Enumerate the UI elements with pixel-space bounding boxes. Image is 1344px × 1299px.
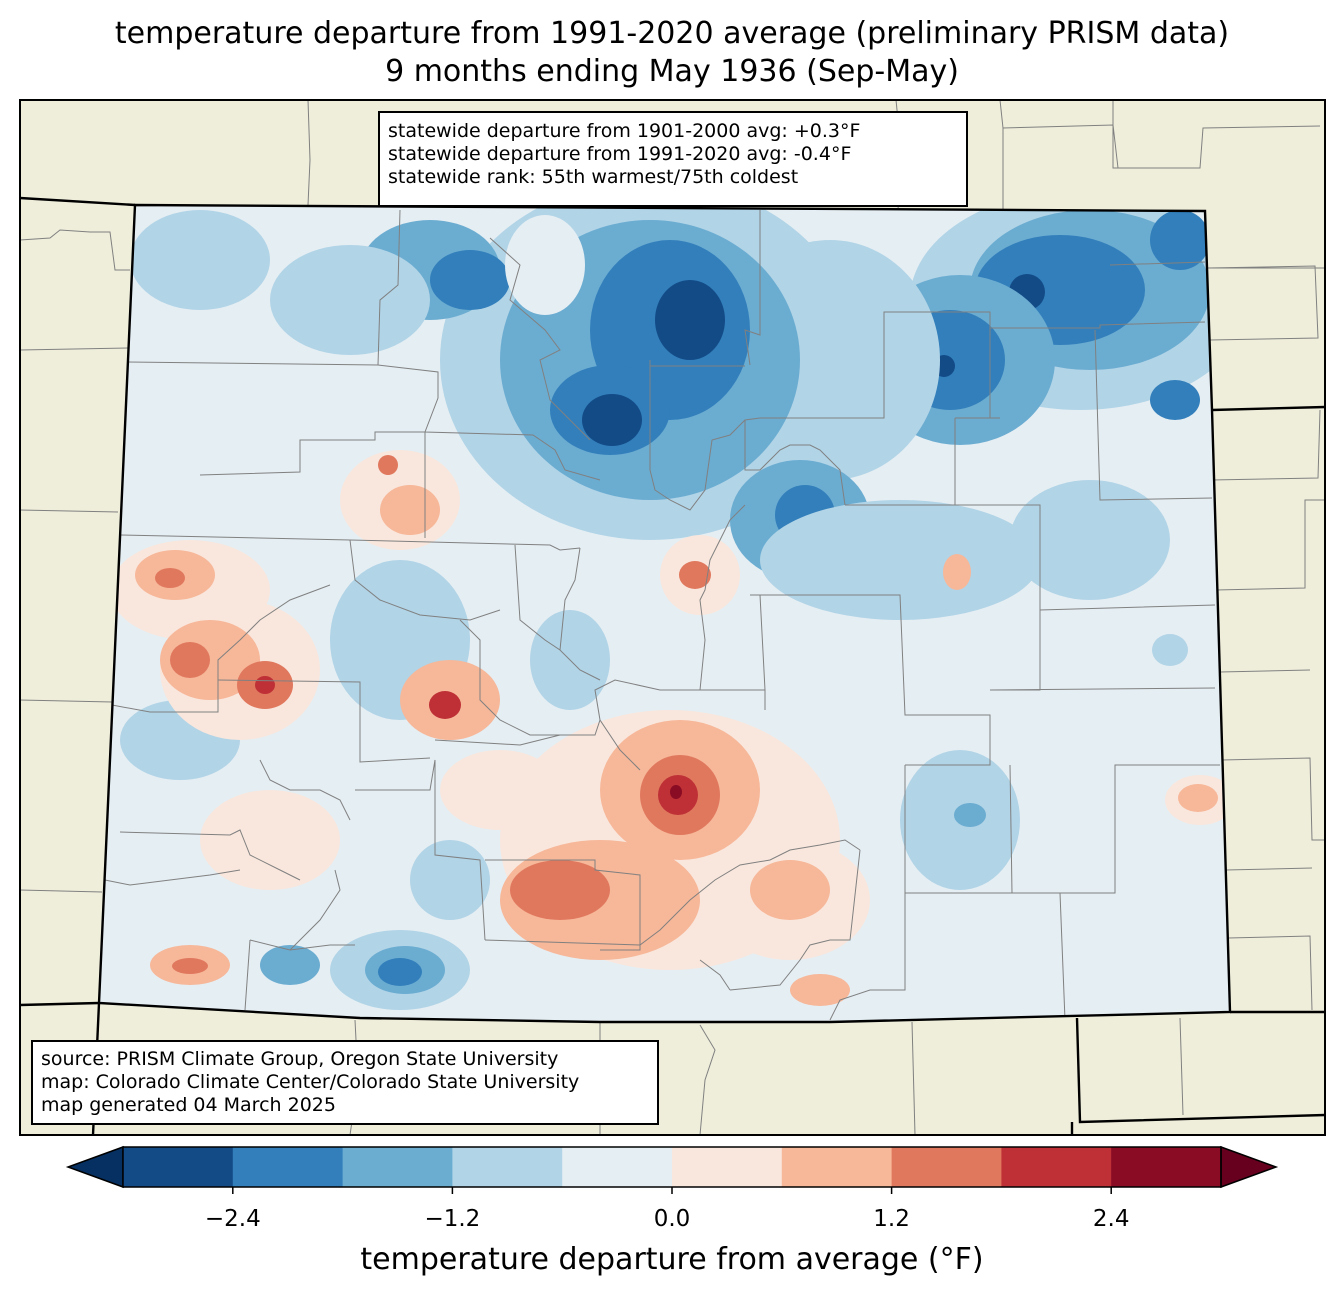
colorbar-bin [891,1147,1002,1187]
map-credit-line: map: Colorado Climate Center/Colorado St… [41,1071,580,1093]
stats-rank: statewide rank: 55th warmest/75th coldes… [388,166,799,188]
colorbar-extend-min [65,1145,124,1189]
stats-departure-1901-2000: statewide departure from 1901-2000 avg: … [388,120,861,142]
colorbar-bin [342,1147,453,1187]
colorbar-tick-label: −2.4 [204,1206,261,1232]
chart-title-line1: temperature departure from 1991-2020 ave… [114,16,1230,51]
source-line: source: PRISM Climate Group, Oregon Stat… [41,1048,559,1070]
chart-title-line2: 9 months ending May 1936 (Sep-May) [385,54,959,89]
generated-date-line: map generated 04 March 2025 [41,1094,336,1116]
statewide-stats-box: statewide departure from 1901-2000 avg: … [378,111,968,207]
colorbar-tick-label: 1.2 [873,1206,910,1232]
colorbar-bin [562,1147,673,1187]
colorbar-bin [1001,1147,1112,1187]
colorbar-tick-label: −1.2 [424,1206,481,1232]
colorbar-bin [232,1147,344,1187]
source-box: source: PRISM Climate Group, Oregon Stat… [31,1040,659,1125]
temperature-field [99,205,1230,1022]
state-borders [19,196,1326,1136]
colorado-border [97,203,1232,1024]
colorbar-bin [123,1147,234,1187]
colorbar-extend-max [1220,1145,1279,1189]
county-lines [104,209,1220,1021]
stats-departure-1991-2020: statewide departure from 1991-2020 avg: … [388,143,852,165]
colorbar [65,1145,1279,1194]
map-frame [19,99,1326,1136]
colorbar-bin [672,1147,783,1187]
colorbar-tick-label: 0.0 [653,1206,691,1232]
colorbar-bin [1111,1147,1222,1187]
colorbar-bin [452,1147,563,1187]
colorbar-bin [781,1147,893,1187]
colorbar-tick-label: 2.4 [1092,1206,1130,1232]
colorbar-label: temperature departure from average (°F) [360,1242,984,1277]
